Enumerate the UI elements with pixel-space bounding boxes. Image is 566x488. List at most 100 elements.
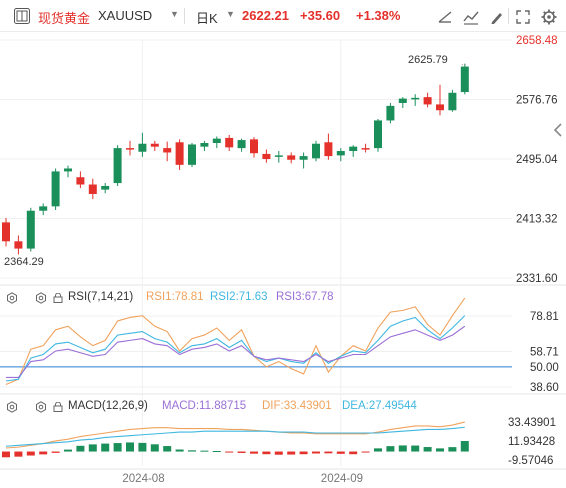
- macd-bar: [386, 446, 395, 452]
- macd-bar: [14, 451, 23, 457]
- macd-bar: [398, 445, 407, 452]
- macd-label: MACD(12,26,9): [68, 400, 148, 412]
- macd-bar: [51, 451, 60, 453]
- macd-bar: [448, 447, 457, 452]
- macd-tick-label: 11.93428: [508, 436, 555, 448]
- settings-icon[interactable]: [540, 8, 558, 26]
- rsi-settings-icon[interactable]: [35, 292, 47, 304]
- macd-bar: [175, 449, 184, 452]
- candle: [361, 148, 370, 150]
- y-tick-label: 2495.04: [516, 154, 558, 166]
- macd-bar: [39, 451, 48, 455]
- instrument-name[interactable]: 现货黄金: [38, 11, 91, 26]
- macd-bar: [101, 443, 110, 452]
- candle: [448, 92, 457, 111]
- candle: [250, 139, 258, 154]
- chevron-left-icon[interactable]: [552, 120, 564, 140]
- macd-bar: [2, 451, 10, 458]
- chart-area[interactable]: 2658.48 2576.76 2495.04 2413.32 2331.60 78.81…: [0, 32, 566, 488]
- candle: [386, 105, 395, 121]
- macd-bar: [250, 451, 258, 454]
- candle: [312, 143, 320, 159]
- macd-settings-icon[interactable]: [6, 401, 18, 413]
- fullscreen-icon[interactable]: [514, 8, 532, 26]
- macd-settings-icon[interactable]: [35, 401, 47, 413]
- low-price-annotation: 2364.29: [4, 256, 44, 268]
- rsi-lock-icon[interactable]: [53, 293, 63, 303]
- rsi1-value: RSI1:78.81: [146, 291, 204, 303]
- pen-icon[interactable]: [488, 8, 506, 26]
- rsi3-value: RSI3:67.78: [276, 291, 334, 303]
- macd-bar: [262, 451, 271, 455]
- candle: [88, 184, 97, 194]
- rsi2-value: RSI2:71.63: [210, 291, 268, 303]
- candle: [460, 66, 469, 93]
- rsi-tick-label: 50.00: [530, 362, 559, 374]
- line-tool-icon[interactable]: [436, 8, 454, 26]
- candle: [324, 142, 333, 157]
- macd-bar: [361, 451, 370, 453]
- macd-bar: [287, 451, 296, 455]
- last-price: 2622.21: [242, 8, 289, 23]
- candle: [64, 168, 72, 172]
- x-tick-label: 2024-09: [321, 473, 363, 485]
- macd-bar: [237, 451, 246, 453]
- macd-bar: [26, 451, 35, 456]
- macd-bar: [188, 450, 196, 452]
- y-tick-label: 2658.48: [516, 35, 558, 47]
- period-selector[interactable]: 日K: [196, 11, 218, 26]
- candle: [299, 156, 308, 160]
- macd-bar: [324, 451, 333, 454]
- candle: [188, 144, 196, 165]
- candle: [212, 138, 221, 144]
- macd-bar: [423, 447, 432, 452]
- dif-line: [5, 421, 465, 449]
- x-tick-label: 2024-08: [122, 473, 164, 485]
- y-tick-label: 2331.60: [516, 273, 558, 285]
- macd-bar: [76, 445, 85, 452]
- candle: [262, 153, 271, 160]
- macd-bar: [460, 441, 469, 452]
- macd-tick-label: -9.57046: [508, 455, 553, 467]
- macd-bar: [200, 450, 209, 452]
- candle: [150, 143, 159, 147]
- candle: [138, 143, 147, 152]
- candle: [349, 146, 358, 152]
- candle: [237, 140, 246, 149]
- macd-bar: [312, 451, 320, 454]
- period-dropdown-icon[interactable]: ▼: [226, 9, 235, 19]
- candle: [274, 155, 283, 157]
- dif-value: DIF:33.43901: [262, 400, 332, 412]
- macd-bar: [374, 448, 382, 452]
- macd-bar: [150, 444, 159, 452]
- candle: [398, 98, 407, 103]
- price-change: +35.60: [300, 8, 341, 23]
- macd-tick-label: 33.43901: [508, 417, 556, 429]
- macd-bar: [126, 442, 134, 452]
- macd-bar: [163, 446, 172, 452]
- candle: [101, 185, 110, 190]
- macd-bar: [411, 445, 420, 452]
- candle: [163, 148, 172, 153]
- symbol-dropdown-icon[interactable]: ▼: [170, 9, 179, 19]
- macd-bar: [212, 451, 221, 453]
- rsi-tick-label: 58.71: [530, 346, 559, 358]
- macd-bar: [88, 444, 97, 452]
- macd-bar: [299, 451, 308, 455]
- rsi3-line: [6, 325, 466, 379]
- macd-lock-icon[interactable]: [53, 402, 63, 412]
- y-tick-label: 2576.76: [516, 95, 558, 107]
- rsi2-line: [5, 315, 466, 382]
- rsi-settings-icon[interactable]: [6, 292, 18, 304]
- dea-value: DEA:27.49544: [342, 400, 417, 412]
- candle: [113, 148, 122, 184]
- candle: [26, 210, 35, 249]
- last-price-annotation: 2625.79: [408, 54, 448, 66]
- candle: [287, 155, 296, 160]
- candle: [39, 206, 48, 211]
- macd-bar: [64, 449, 72, 452]
- candle: [14, 241, 23, 249]
- indicator-icon[interactable]: [462, 8, 480, 26]
- instrument-symbol[interactable]: XAUUSD: [98, 8, 153, 23]
- macd-bar: [113, 443, 122, 452]
